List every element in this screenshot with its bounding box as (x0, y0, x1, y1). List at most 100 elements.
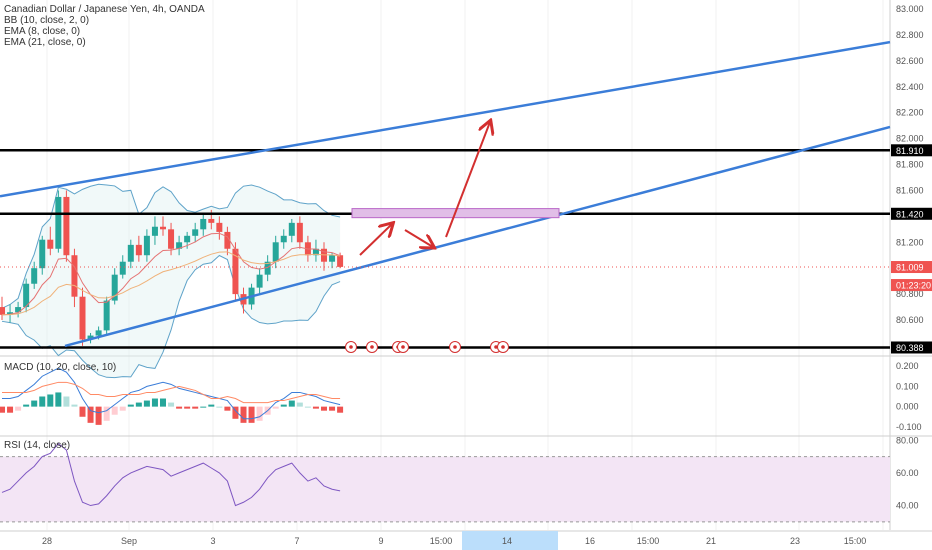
ema-lines (1, 232, 341, 316)
candle-body (288, 222, 295, 236)
price-label-bg (891, 261, 932, 274)
time-tick-label: 15:00 (844, 536, 867, 546)
event-marker-dot (349, 345, 353, 349)
projection-arrow (404, 229, 433, 247)
macd-tick-label: 0.100 (896, 381, 919, 391)
rsi-panel (0, 442, 890, 523)
ema21-legend: EMA (21, close, 0) (4, 37, 86, 48)
candle-body (184, 235, 191, 243)
time-tick-label: 23 (790, 536, 800, 546)
macd-histogram-bar (216, 406, 223, 408)
event-marker-dot (494, 345, 498, 349)
candle-body (224, 231, 231, 249)
candle-body (272, 242, 279, 262)
macd-histogram-bar (95, 406, 102, 425)
event-marker-dot (401, 345, 405, 349)
macd-histogram-bar (296, 402, 303, 407)
bb-fill (2, 184, 341, 378)
macd-histogram-bar (127, 404, 134, 407)
candles (0, 190, 344, 346)
macd-histogram-bar (7, 406, 14, 413)
rsi-band (0, 456, 890, 522)
main-legend: Canadian Dollar / Japanese Yen, 4h, OAND… (4, 4, 205, 48)
macd-histogram-bar (15, 406, 22, 411)
macd-histogram-bar (151, 398, 158, 407)
candle-body (208, 218, 215, 223)
macd-histogram-bar (39, 396, 46, 407)
rsi-tick-label: 60.00 (896, 468, 919, 478)
price-label: 81.009 (896, 263, 924, 273)
candle-body (63, 196, 70, 256)
candle-body (111, 274, 118, 301)
macd-histogram-bar (79, 406, 86, 417)
rsi-tick-label: 80.00 (896, 435, 919, 445)
time-tick-label: 9 (378, 536, 383, 546)
candle-body (95, 330, 102, 336)
macd-histogram-bar (71, 404, 78, 407)
candle-body (0, 307, 5, 315)
candle-body (87, 335, 94, 340)
macd-histogram-bar (63, 396, 70, 407)
ema-21-line (1, 251, 341, 316)
projection-arrow (445, 122, 490, 238)
rsi-line (1, 442, 341, 507)
price-label-bg (891, 279, 932, 292)
candle-body (31, 268, 38, 284)
macd-histogram-bar (256, 406, 263, 421)
price-tick-label: 83.000 (896, 4, 924, 14)
drawings (0, 40, 891, 349)
macd-histogram-bar (31, 400, 38, 407)
macd-histogram-bar (208, 404, 215, 407)
price-label: 81.420 (896, 209, 924, 219)
macd-histogram-bar (329, 406, 336, 411)
candle-body (79, 296, 86, 340)
candle-body (264, 261, 271, 275)
macd-histogram-bar (0, 406, 5, 413)
candle-body (151, 226, 158, 236)
macd-histogram-bar (192, 406, 199, 409)
macd-histogram-bar (55, 392, 62, 407)
macd-panel (0, 367, 344, 425)
upper-trendline (0, 40, 891, 198)
candle-body (312, 248, 319, 256)
candle-body (176, 242, 183, 249)
candle-body (280, 235, 287, 243)
candle-body (103, 300, 110, 331)
price-label: 80.388 (896, 343, 924, 353)
candle-body (192, 229, 199, 236)
signal-line (2, 381, 341, 404)
price-axis: 83.000 82.800 82.600 82.400 82.200 82.000 81.8… (891, 4, 932, 511)
candle-body (296, 222, 303, 243)
time-tick-label: 16 (585, 536, 595, 546)
macd-histogram-bar (87, 406, 94, 423)
price-tick-label: 81.600 (896, 185, 924, 195)
price-tick-label: 82.400 (896, 82, 924, 92)
ema-8-line (1, 232, 341, 316)
candle-body (71, 255, 78, 297)
candle-body (216, 222, 223, 232)
macd-histogram-bar (111, 406, 118, 415)
candle-body (168, 229, 175, 249)
price-tick-label: 82.200 (896, 108, 924, 118)
macd-histogram-bar (240, 406, 247, 423)
macd-tick-label: 0.000 (896, 402, 919, 412)
macd-histogram-bar (337, 406, 344, 413)
event-marker-dot (370, 345, 374, 349)
time-tick-label: 15:00 (637, 536, 660, 546)
candle-body (160, 226, 166, 230)
macd-histogram-bar (288, 400, 295, 407)
macd-histogram-bar (168, 402, 175, 407)
candle-body (23, 283, 30, 308)
rsi-legend: RSI (14, close) (4, 440, 71, 451)
time-tick-label: 7 (294, 536, 299, 546)
macd-histogram-bar (119, 406, 126, 411)
event-marker-dot (453, 345, 457, 349)
macd-histogram-bar (304, 406, 311, 408)
bb-lower (1, 254, 341, 379)
time-tick-label: 21 (706, 536, 716, 546)
highlighted-time-tick-bg (462, 531, 558, 550)
macd-histogram-bar (272, 406, 279, 409)
candle-body (143, 235, 150, 256)
candle-body (119, 261, 126, 275)
